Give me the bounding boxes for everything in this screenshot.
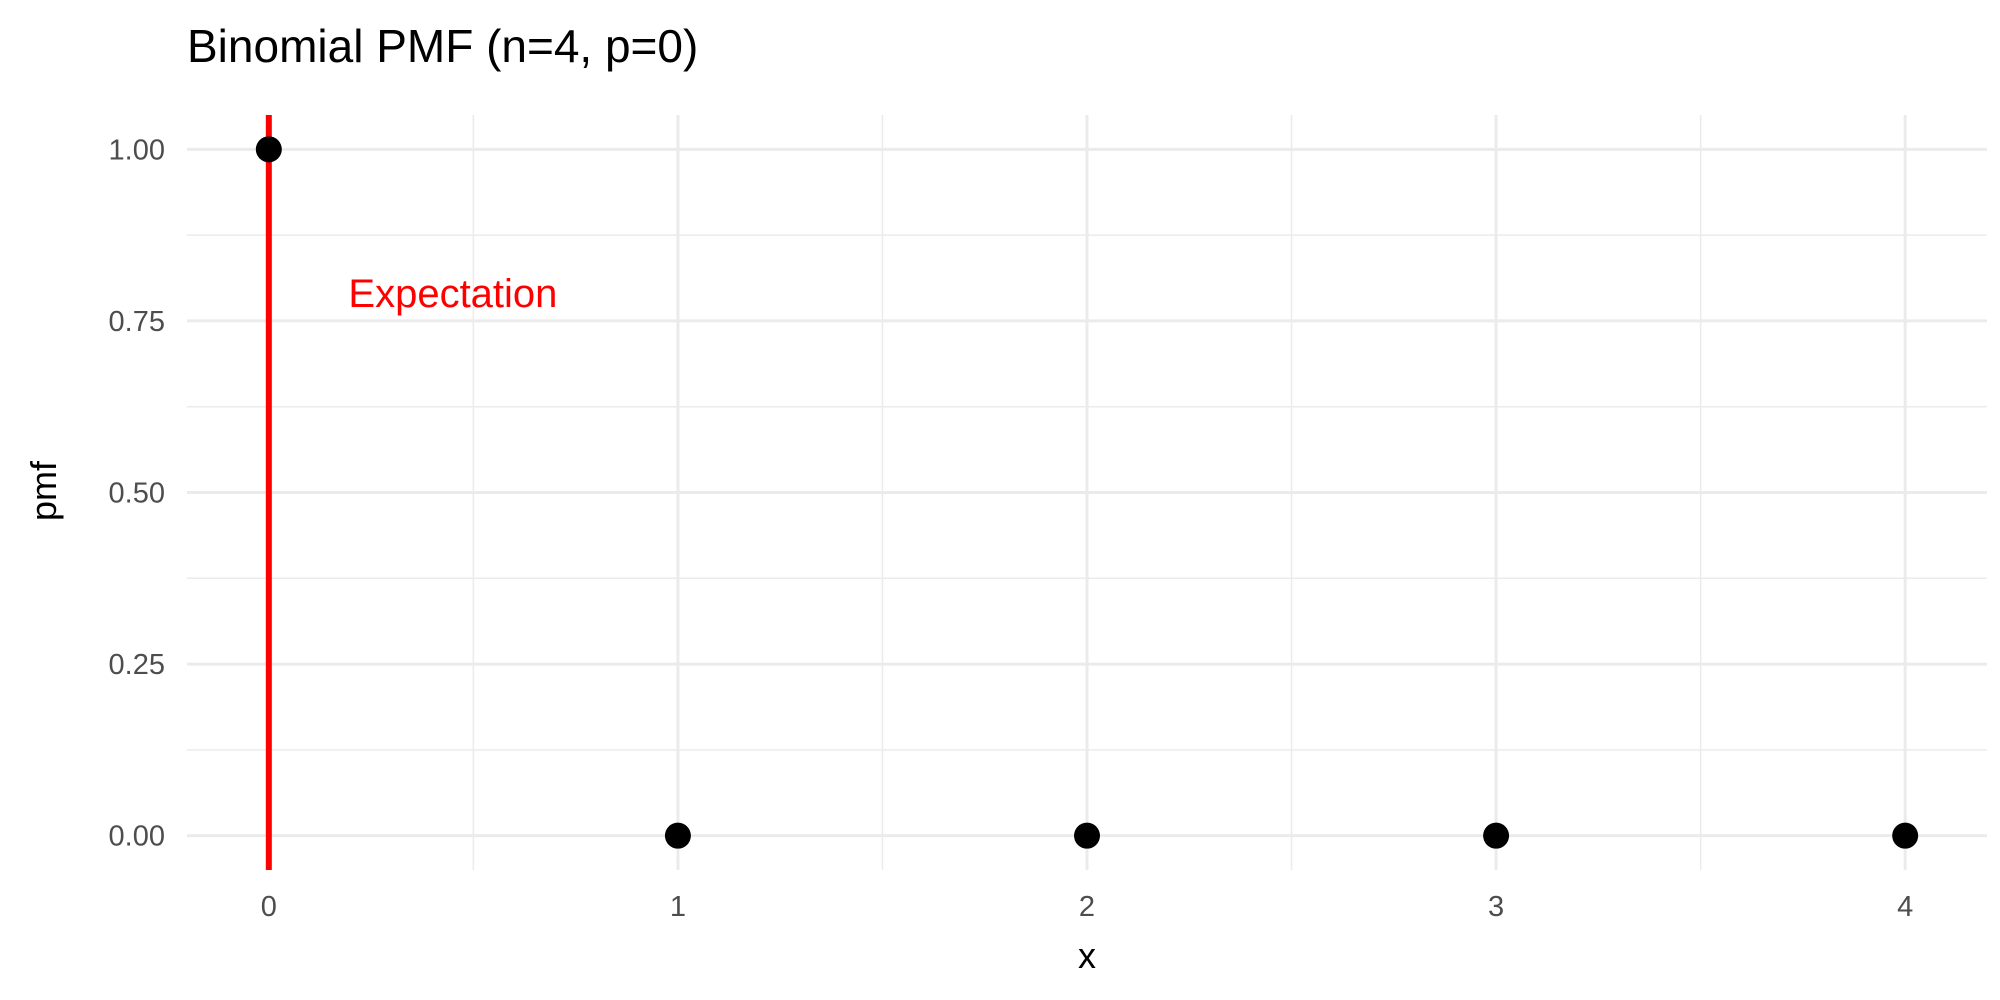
x-tick-label: 0 <box>261 891 277 923</box>
data-point <box>1483 822 1510 849</box>
y-tick-label: 0.25 <box>109 649 165 681</box>
expectation-label: Expectation <box>348 272 557 316</box>
data-point <box>255 136 282 163</box>
chart-title: Binomial PMF (n=4, p=0) <box>187 20 698 72</box>
x-tick-label: 3 <box>1488 891 1504 923</box>
tick-labels: 0 1 2 3 4 0.00 0.25 0.50 0.75 1.00 <box>109 134 1914 923</box>
x-tick-label: 1 <box>670 891 686 923</box>
y-tick-label: 0.50 <box>109 478 165 510</box>
y-tick-label: 0.75 <box>109 306 165 338</box>
expectation-group: Expectation <box>265 115 557 870</box>
x-tick-label: 2 <box>1079 891 1095 923</box>
y-axis-title: pmf <box>23 460 64 521</box>
y-tick-label: 1.00 <box>109 134 165 166</box>
x-tick-label: 4 <box>1897 891 1913 923</box>
grid <box>187 115 1987 870</box>
data-point <box>664 822 691 849</box>
data-point <box>1892 822 1919 849</box>
y-tick-label: 0.00 <box>109 821 165 853</box>
x-axis-title: x <box>1078 935 1096 976</box>
data-points <box>255 136 1919 849</box>
data-point <box>1074 822 1100 849</box>
